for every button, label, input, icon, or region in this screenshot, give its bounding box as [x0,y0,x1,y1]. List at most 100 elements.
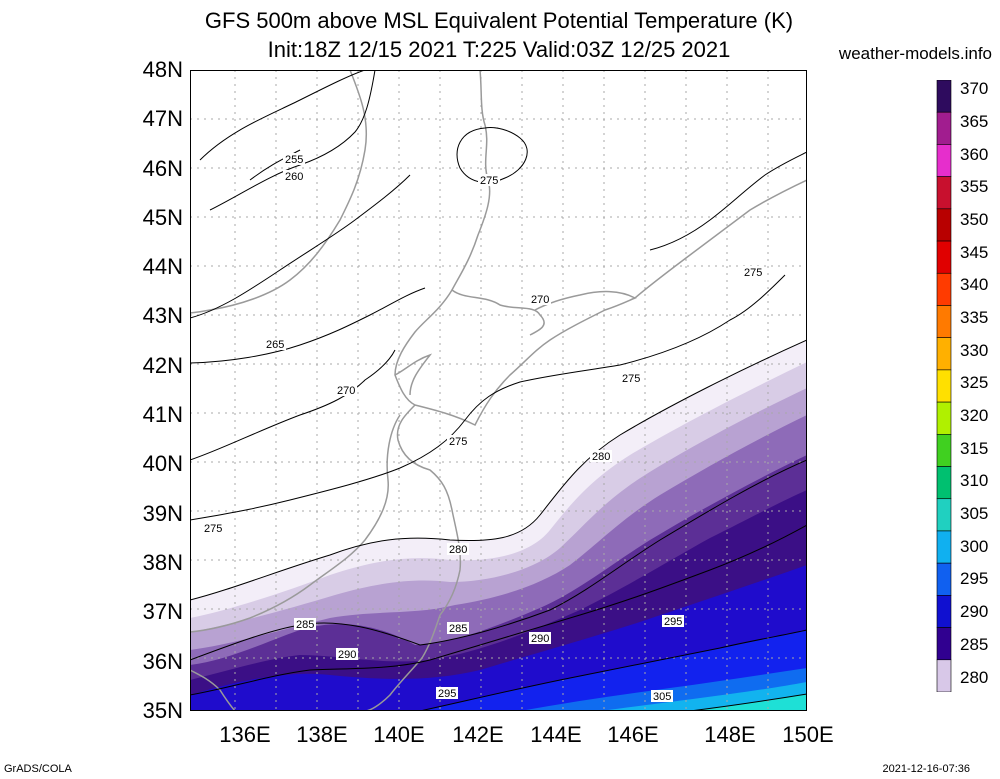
colorbar-label-350: 350 [960,210,989,229]
contour-label-265: 265 [266,339,284,351]
colorbar-label-295: 295 [960,569,989,588]
contour-255b [249,149,301,181]
contour-255 [199,70,366,161]
lon-label-142e: 142E [452,722,504,747]
lat-label-44n: 44N [142,254,183,279]
colorbar-label-315: 315 [960,439,989,458]
colorbar-label-340: 340 [960,275,989,294]
colorbar-label-280: 280 [960,668,989,687]
footer-software: GrADS/COLA [4,763,72,775]
contour-305 [689,693,807,711]
contour-label-285b: 285 [449,623,467,635]
colorbar-segment [936,466,952,500]
contour-label-260: 260 [285,171,303,183]
colorbar-label-320: 320 [960,406,989,425]
site-label: weather-models.info [838,44,992,63]
colorbar-segment [936,595,952,628]
contour-label-290a: 290 [338,649,356,661]
colorbar-segments [936,80,952,692]
honshu-east-coast [364,614,441,711]
lat-label-48n: 48N [142,57,183,82]
colorbar-segment [936,337,952,371]
lat-label-42n: 42N [142,353,183,378]
sakhalin-coast [451,70,545,336]
colorbar-segment [936,627,952,661]
lon-label-140e: 140E [373,722,425,747]
contour-290 [190,524,807,696]
hokkaido-west [394,353,433,396]
contour-label-270a: 270 [337,385,355,397]
colorbar-label-290: 290 [960,602,989,621]
lat-label-39n: 39N [142,501,183,526]
lat-label-37n: 37N [142,599,183,624]
lat-label-46n: 46N [142,156,183,181]
lat-label-45n: 45N [142,205,183,230]
colorbar-label-345: 345 [960,243,989,262]
colorbar-label-335: 335 [960,308,989,327]
coastlines [190,70,807,711]
contour-275-ring [456,127,528,183]
colorbar-label-330: 330 [960,341,989,360]
contour-295 [419,629,807,711]
contour-275 [190,364,621,521]
kuril-islands [634,179,807,299]
contour-label-295a: 295 [438,688,456,700]
contour-label-275a: 275 [480,175,498,187]
contour-label-255: 255 [285,154,303,166]
contour-lines [190,70,807,711]
contour-260 [209,70,376,211]
chart-title: GFS 500m above MSL Equivalent Potential … [204,8,794,33]
lat-label-38n: 38N [142,550,183,575]
contour-label-275d: 275 [449,436,467,448]
colorbar-segment [936,144,952,177]
colorbar-label-355: 355 [960,177,989,196]
colorbar-segment [936,176,952,210]
contour-label-295b: 295 [664,616,682,628]
map-panel: 255 260 265 270 270 275 275 275 275 275 … [190,70,807,711]
contour-280 [190,339,807,601]
lat-label-40n: 40N [142,451,183,476]
colorbar-segment [936,111,952,145]
lon-label-136e: 136E [219,722,271,747]
colorbar-segment [936,80,952,113]
contour-label-280b: 280 [449,544,467,556]
colorbar-label-360: 360 [960,145,989,164]
lat-label-43n: 43N [142,303,183,328]
contour-275b [649,151,807,251]
lon-label-148e: 148E [704,722,756,747]
contour-label-275e: 275 [204,523,222,535]
lon-label-144e: 144E [530,722,582,747]
colorbar-segment [936,240,952,274]
contour-265 [190,174,411,319]
theta-e-shading [190,340,807,711]
honshu-north [396,404,462,616]
contour-label-280a: 280 [592,451,610,463]
contour-270 [190,287,426,364]
honshu-west [190,414,401,633]
korea-coast [190,669,236,711]
colorbar-segment [936,208,952,242]
colorbar-label-365: 365 [960,112,989,131]
contour-label-group: 255 260 265 270 270 275 275 275 275 275 … [202,153,764,703]
contour-label-275c: 275 [622,373,640,385]
lat-label-36n: 36N [142,649,183,674]
colorbar-segment [936,305,952,338]
lat-label-47n: 47N [142,106,183,131]
colorbar-segment [936,434,952,467]
hokkaido-coast [394,289,637,427]
colorbar-label-305: 305 [960,504,989,523]
lat-label-35n: 35N [142,698,183,723]
footer-timestamp: 2021-12-16-07:36 [882,763,970,775]
shade-305 [690,694,807,711]
colorbar-segment [936,272,952,306]
colorbar-segment [936,530,952,564]
contour-label-290b: 290 [531,633,549,645]
colorbar-label-300: 300 [960,537,989,556]
contour-label-285a: 285 [296,619,314,631]
lon-label-138e: 138E [296,722,348,747]
colorbar-segment [936,369,952,403]
sea-of-okhotsk-coast [190,70,368,314]
contour-label-270b: 270 [531,294,549,306]
map-frame [190,70,807,711]
contour-275c [619,274,786,366]
